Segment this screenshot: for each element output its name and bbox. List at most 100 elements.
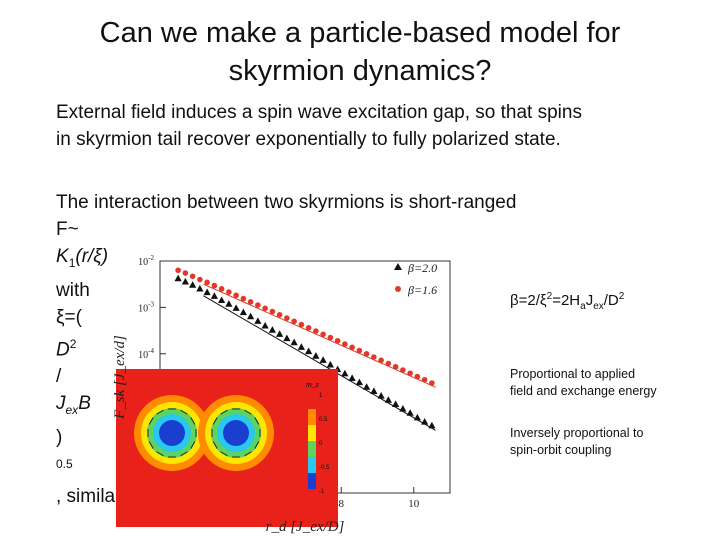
data-point-circle — [189, 273, 196, 280]
interaction-line-1: The interaction between two skyrmions is… — [56, 192, 517, 213]
paragraph-line-1: External field induces a spin wave excit… — [56, 102, 582, 123]
data-point-circle — [276, 312, 283, 318]
data-point-triangle — [225, 300, 233, 307]
data-point-triangle — [348, 374, 356, 381]
data-point-circle — [226, 289, 232, 295]
data-point-triangle — [290, 338, 298, 346]
spin-arrow — [156, 409, 164, 415]
y-tick-label: 10-3 — [138, 300, 154, 314]
data-point-triangle — [210, 292, 218, 299]
data-point-triangle — [261, 321, 269, 329]
note-line: spin-orbit coupling — [510, 443, 612, 457]
data-point-triangle — [254, 317, 262, 324]
data-point-circle — [233, 292, 239, 299]
x-axis-label: r_d [J_ex/D] — [266, 519, 345, 535]
data-point-triangle — [305, 347, 313, 355]
data-point-triangle — [232, 304, 240, 311]
data-point-circle — [421, 376, 428, 383]
spin-arrow — [180, 451, 188, 457]
spin-arrow — [220, 409, 228, 415]
data-point-circle — [247, 299, 254, 305]
interaction-line-2: F~K1(r/ξ) with ξ=(D2/JexB)0.5, similar t… — [56, 219, 200, 508]
title-line-2: skyrmion dynamics? — [228, 55, 492, 87]
colorbar-segment — [308, 393, 316, 409]
beta-definition: β=2/ξ2=2HaJex/D2 — [510, 291, 625, 312]
data-point-circle — [334, 338, 341, 344]
note-line: field and exchange energy — [510, 384, 657, 398]
data-point-circle — [218, 286, 225, 292]
data-point-circle — [204, 279, 210, 286]
data-point-circle — [327, 334, 334, 341]
data-point-triangle — [413, 413, 421, 421]
fit-line — [203, 283, 436, 388]
paragraph-interaction: The interaction between two skyrmions is… — [56, 189, 696, 510]
data-point-circle — [356, 347, 363, 354]
fit-line — [203, 295, 436, 431]
paragraph-spin-gap: External field induces a spin wave excit… — [56, 99, 696, 153]
skyrmion-core — [223, 420, 249, 446]
legend-marker — [394, 263, 402, 270]
data-point-triangle — [189, 281, 197, 288]
data-point-triangle — [406, 409, 414, 416]
data-point-circle — [211, 282, 218, 289]
spin-arrow — [148, 441, 154, 449]
legend-marker — [395, 286, 401, 292]
data-point-triangle — [283, 334, 291, 342]
data-point-triangle — [312, 352, 320, 359]
y-tick-label: 10-4 — [138, 347, 154, 361]
data-point-circle — [429, 380, 435, 386]
spin-arrow — [148, 417, 154, 425]
data-point-circle — [378, 357, 384, 364]
note-inverse: Inversely proportional to spin-orbit cou… — [510, 425, 700, 459]
spin-arrow — [190, 441, 196, 449]
data-point-triangle — [181, 277, 189, 285]
data-point-triangle — [239, 308, 247, 316]
data-point-circle — [197, 276, 203, 283]
skyrmion-core — [159, 420, 185, 446]
note-proportional: Proportional to applied field and exchan… — [510, 366, 700, 400]
data-point-circle — [182, 270, 189, 276]
data-point-circle — [291, 318, 297, 325]
data-point-circle — [371, 354, 377, 360]
data-point-circle — [313, 328, 319, 334]
data-point-triangle — [392, 400, 400, 407]
colorbar-tick: 0 — [319, 441, 323, 447]
y-tick-label: 10-2 — [138, 254, 154, 268]
colorbar-tick: 0.5 — [319, 417, 328, 423]
data-point-triangle — [218, 296, 226, 304]
paragraph-line-2: in skyrmion tail recover exponentially t… — [56, 129, 561, 150]
spin-arrow — [212, 441, 218, 449]
spin-arrow — [244, 451, 252, 457]
data-point-triangle — [428, 421, 436, 429]
data-point-circle — [240, 295, 247, 302]
data-point-circle — [284, 315, 290, 321]
legend-label: β=1.6 — [407, 283, 437, 297]
legend-label: β=2.0 — [407, 261, 437, 275]
data-point-triangle — [377, 392, 385, 399]
data-point-circle — [407, 370, 413, 377]
data-point-circle — [349, 344, 355, 351]
colorbar-segment — [308, 425, 316, 441]
data-point-circle — [363, 351, 370, 357]
colorbar-segment — [308, 409, 316, 425]
skyrmion-inset: m_z 1 0.5 0 -0.5 -1 — [116, 369, 338, 527]
x-tick-label: 10 — [408, 498, 420, 510]
data-point-triangle — [276, 330, 284, 337]
y-axis-label: F_sk [J_ex/d] — [112, 335, 128, 420]
data-point-circle — [392, 363, 399, 370]
data-point-circle — [414, 373, 421, 380]
data-point-circle — [305, 325, 312, 331]
data-point-triangle — [203, 288, 211, 296]
colorbar-segment — [308, 441, 316, 457]
data-point-triangle — [399, 405, 407, 412]
data-point-triangle — [363, 383, 371, 390]
data-point-circle — [400, 367, 406, 373]
force-vs-distance-chart: 10-710-610-510-410-310-2 46810 m_z10.50-… — [112, 254, 451, 535]
data-point-triangle — [341, 369, 349, 377]
data-point-circle — [262, 305, 268, 312]
data-point-triangle — [268, 326, 276, 333]
colorbar-segment — [308, 457, 316, 473]
data-point-circle — [385, 360, 392, 367]
data-point-triangle — [174, 274, 182, 282]
colorbar-tick: -0.5 — [319, 465, 330, 471]
